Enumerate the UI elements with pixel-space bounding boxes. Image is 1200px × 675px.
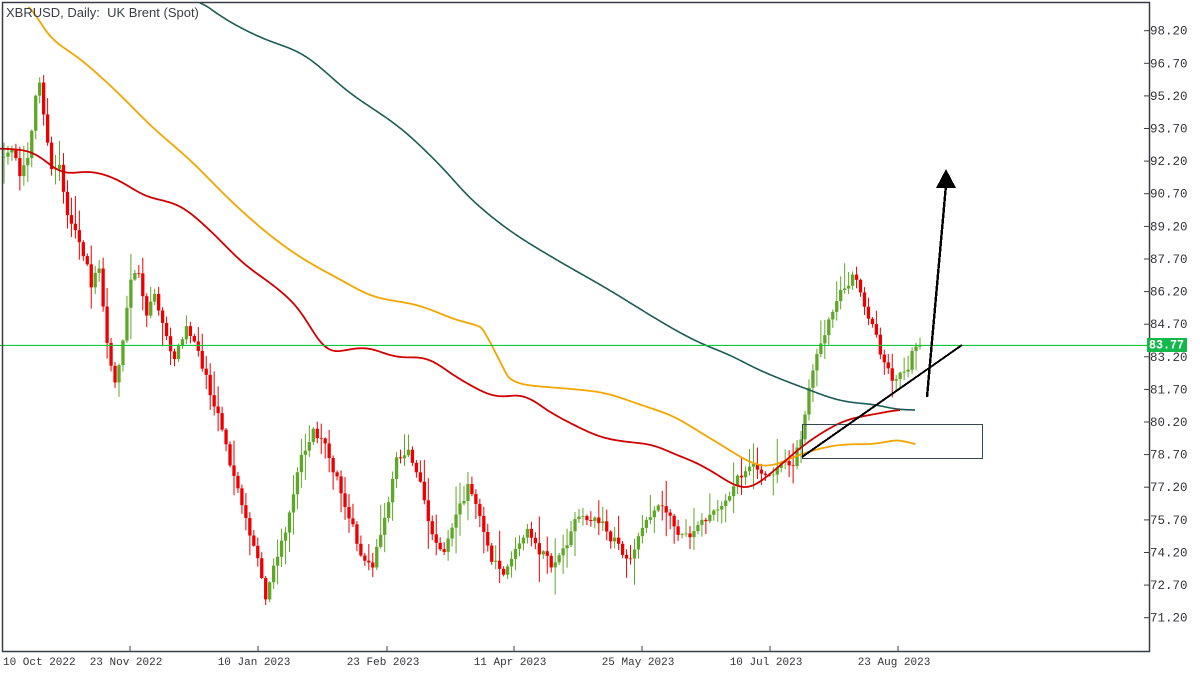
- svg-text:74.20: 74.20: [1150, 547, 1188, 561]
- svg-text:10 Jul 2023: 10 Jul 2023: [730, 657, 803, 669]
- svg-text:92.20: 92.20: [1150, 155, 1188, 169]
- svg-text:98.20: 98.20: [1150, 25, 1188, 39]
- svg-text:89.20: 89.20: [1150, 220, 1188, 234]
- svg-text:71.20: 71.20: [1150, 612, 1188, 626]
- svg-text:90.70: 90.70: [1150, 188, 1188, 202]
- svg-text:23 Nov 2022: 23 Nov 2022: [90, 657, 163, 669]
- svg-text:72.70: 72.70: [1150, 579, 1188, 593]
- svg-text:77.20: 77.20: [1150, 481, 1188, 495]
- svg-text:87.70: 87.70: [1150, 253, 1188, 267]
- svg-text:23 Aug 2023: 23 Aug 2023: [858, 657, 931, 669]
- svg-text:96.70: 96.70: [1150, 57, 1188, 71]
- svg-text:83.77: 83.77: [1149, 338, 1184, 353]
- svg-text:75.70: 75.70: [1150, 514, 1188, 528]
- svg-text:10 Jan 2023: 10 Jan 2023: [218, 657, 291, 669]
- svg-text:10 Oct 2022: 10 Oct 2022: [3, 657, 76, 669]
- svg-text:93.70: 93.70: [1150, 123, 1188, 137]
- svg-text:83.20: 83.20: [1150, 351, 1188, 365]
- svg-text:84.70: 84.70: [1150, 318, 1188, 332]
- svg-text:25 May 2023: 25 May 2023: [602, 657, 675, 669]
- svg-text:81.70: 81.70: [1150, 383, 1188, 397]
- svg-text:23 Feb 2023: 23 Feb 2023: [347, 657, 420, 669]
- svg-text:80.20: 80.20: [1150, 416, 1188, 430]
- svg-text:XBRUSD, Daily: UK Brent (Spot: XBRUSD, Daily: UK Brent (Spot): [6, 5, 199, 20]
- svg-text:86.20: 86.20: [1150, 286, 1188, 300]
- svg-text:11 Apr 2023: 11 Apr 2023: [474, 657, 547, 669]
- svg-text:95.20: 95.20: [1150, 90, 1188, 104]
- svg-text:78.70: 78.70: [1150, 449, 1188, 463]
